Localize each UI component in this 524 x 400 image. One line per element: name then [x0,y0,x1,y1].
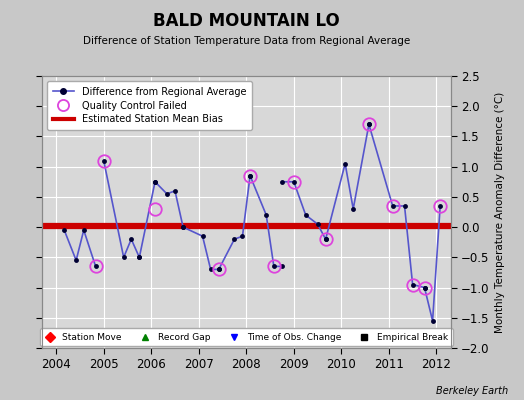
Legend: Station Move, Record Gap, Time of Obs. Change, Empirical Break: Station Move, Record Gap, Time of Obs. C… [40,328,453,346]
Y-axis label: Monthly Temperature Anomaly Difference (°C): Monthly Temperature Anomaly Difference (… [495,91,505,333]
Text: Difference of Station Temperature Data from Regional Average: Difference of Station Temperature Data f… [83,36,410,46]
Text: Berkeley Earth: Berkeley Earth [436,386,508,396]
Text: BALD MOUNTAIN LO: BALD MOUNTAIN LO [153,12,340,30]
